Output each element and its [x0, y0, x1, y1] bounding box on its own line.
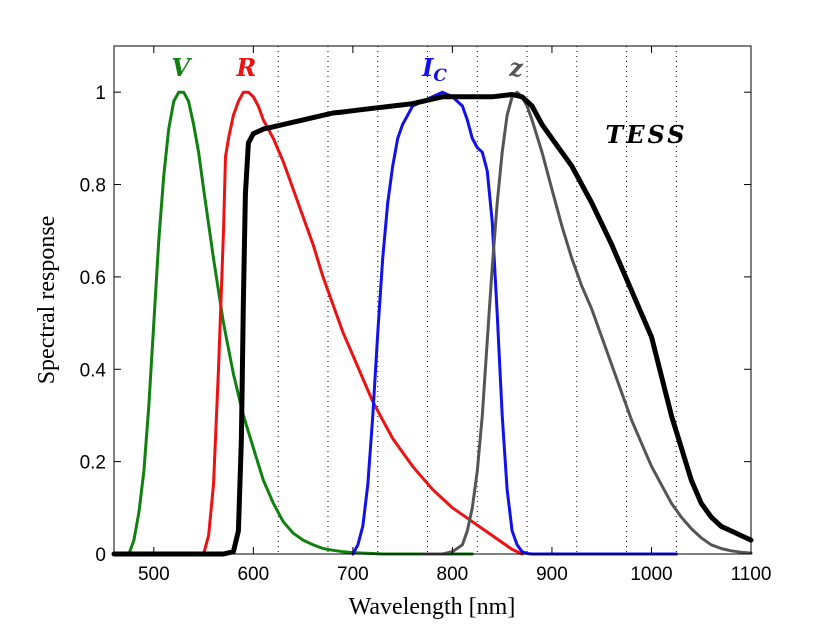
- y-tick-label-1: 1: [95, 83, 106, 104]
- y-tick-label-0.8: 0.8: [80, 176, 106, 197]
- x-tick-label-1000: 1000: [630, 564, 672, 585]
- y-tick-label-0.2: 0.2: [80, 453, 106, 474]
- series-label-ic: IC: [421, 53, 447, 86]
- plot-frame: [113, 45, 752, 555]
- y-tick-label-0: 0: [95, 545, 106, 566]
- series-line-ic: [351, 90, 678, 556]
- y-axis-title: Spectral response: [34, 216, 60, 385]
- x-axis-title: Wavelength [nm]: [349, 594, 516, 620]
- series-label-text: TESS: [605, 120, 687, 149]
- series-line-r: [202, 90, 524, 556]
- series-label-text: V: [171, 53, 192, 82]
- series-label-tess: TESS: [605, 120, 687, 149]
- series-label-text: R: [235, 53, 256, 82]
- x-tick-label-500: 500: [138, 564, 170, 585]
- series-label-text: I: [421, 53, 434, 82]
- x-axis-ticks: 500 600 700 800 900 1000 1100: [138, 46, 771, 585]
- series-group: [111, 90, 754, 557]
- series-label-r: R: [235, 53, 256, 82]
- x-tick-label-600: 600: [237, 564, 269, 585]
- series-label-text: z: [508, 53, 524, 82]
- series-label-v: V: [171, 53, 192, 82]
- series-label-subscript: C: [433, 66, 447, 86]
- x-tick-label-700: 700: [337, 564, 369, 585]
- series-label-z: z: [508, 53, 524, 82]
- series-line-tess: [111, 92, 754, 557]
- x-tick-label-1100: 1100: [731, 564, 772, 585]
- y-axis-ticks: 0 0.2 0.4 0.6 0.8 1: [80, 83, 751, 566]
- x-tick-label-800: 800: [437, 564, 469, 585]
- y-tick-label-0.6: 0.6: [80, 268, 106, 289]
- y-tick-label-0.4: 0.4: [80, 360, 107, 381]
- x-tick-label-900: 900: [536, 564, 568, 585]
- series-line-z: [421, 90, 753, 556]
